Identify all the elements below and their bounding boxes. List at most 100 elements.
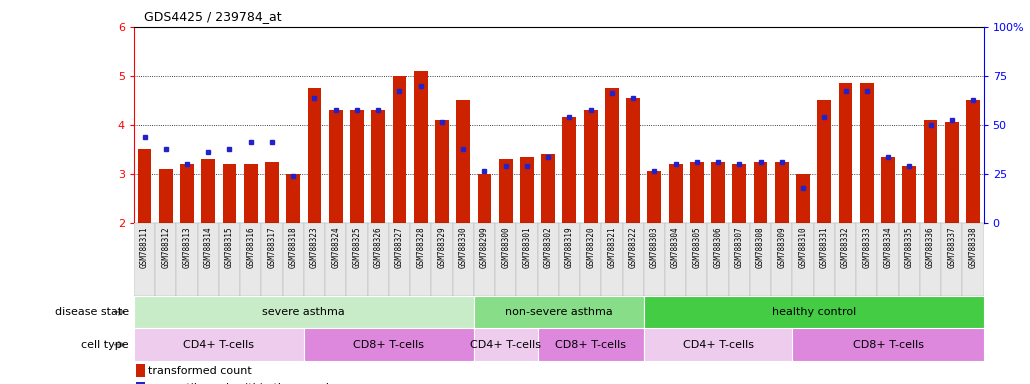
Text: GSM788309: GSM788309: [778, 227, 786, 268]
Text: GSM788335: GSM788335: [904, 227, 914, 268]
Bar: [218, 223, 240, 296]
Text: GSM788299: GSM788299: [480, 227, 489, 268]
Bar: [325, 223, 346, 296]
Text: GSM788320: GSM788320: [586, 227, 595, 268]
Bar: [180, 164, 194, 223]
Text: GSM788306: GSM788306: [714, 227, 723, 268]
Bar: [389, 223, 410, 296]
Text: GSM788304: GSM788304: [672, 227, 680, 268]
Bar: [136, 382, 144, 384]
Bar: [368, 223, 388, 296]
Bar: [478, 174, 491, 223]
Text: GSM788329: GSM788329: [438, 227, 446, 268]
Bar: [729, 223, 750, 296]
Bar: [134, 223, 156, 296]
Text: healthy control: healthy control: [771, 307, 856, 317]
Bar: [818, 100, 831, 223]
Bar: [644, 223, 665, 296]
Bar: [198, 223, 218, 296]
Bar: [792, 328, 984, 361]
Bar: [605, 88, 619, 223]
Bar: [392, 76, 407, 223]
Text: GSM788310: GSM788310: [798, 227, 808, 268]
Text: non-severe asthma: non-severe asthma: [505, 307, 613, 317]
Bar: [835, 223, 856, 296]
Bar: [665, 223, 686, 296]
Bar: [732, 164, 747, 223]
Bar: [648, 171, 661, 223]
Text: GSM788312: GSM788312: [162, 227, 170, 268]
Bar: [584, 110, 597, 223]
Bar: [134, 328, 304, 361]
Bar: [286, 174, 300, 223]
Bar: [136, 364, 144, 376]
Bar: [860, 83, 873, 223]
Text: GSM788315: GSM788315: [225, 227, 234, 268]
Bar: [452, 223, 474, 296]
Text: GSM788334: GSM788334: [884, 227, 893, 268]
Bar: [538, 223, 558, 296]
Text: severe asthma: severe asthma: [263, 307, 345, 317]
Text: GSM788308: GSM788308: [756, 227, 765, 268]
Bar: [541, 154, 555, 223]
Bar: [945, 122, 959, 223]
Text: GSM788314: GSM788314: [204, 227, 213, 268]
Bar: [902, 166, 917, 223]
Text: GSM788300: GSM788300: [502, 227, 510, 268]
Bar: [562, 118, 577, 223]
Text: GSM788328: GSM788328: [416, 227, 425, 268]
Text: GSM788333: GSM788333: [862, 227, 871, 268]
Bar: [686, 223, 708, 296]
Text: GSM788338: GSM788338: [968, 227, 977, 268]
Text: CD8+ T-cells: CD8+ T-cells: [853, 339, 924, 350]
Text: GSM788303: GSM788303: [650, 227, 659, 268]
Bar: [711, 162, 725, 223]
Text: CD8+ T-cells: CD8+ T-cells: [353, 339, 424, 350]
Bar: [495, 223, 516, 296]
Bar: [966, 100, 980, 223]
Bar: [134, 296, 474, 328]
Text: GSM788317: GSM788317: [268, 227, 276, 268]
Bar: [350, 110, 364, 223]
Bar: [329, 110, 343, 223]
Text: percentile rank within the sample: percentile rank within the sample: [148, 383, 336, 384]
Bar: [962, 223, 984, 296]
Text: CD4+ T-cells: CD4+ T-cells: [683, 339, 754, 350]
Bar: [838, 83, 853, 223]
Bar: [240, 223, 262, 296]
Text: GSM788325: GSM788325: [352, 227, 362, 268]
Text: GSM788307: GSM788307: [734, 227, 744, 268]
Bar: [265, 162, 279, 223]
Text: GSM788311: GSM788311: [140, 227, 149, 268]
Bar: [644, 296, 984, 328]
Bar: [898, 223, 920, 296]
Text: GDS4425 / 239784_at: GDS4425 / 239784_at: [144, 10, 282, 23]
Bar: [814, 223, 835, 296]
Bar: [881, 157, 895, 223]
Text: GSM788324: GSM788324: [332, 227, 340, 268]
Text: transformed count: transformed count: [148, 366, 252, 376]
Bar: [304, 328, 474, 361]
Bar: [410, 223, 432, 296]
Bar: [282, 223, 304, 296]
Bar: [924, 120, 937, 223]
Bar: [792, 223, 814, 296]
Text: GSM788331: GSM788331: [820, 227, 829, 268]
Text: GSM788319: GSM788319: [564, 227, 574, 268]
Bar: [244, 164, 258, 223]
Text: CD4+ T-cells: CD4+ T-cells: [470, 339, 541, 350]
Text: GSM788330: GSM788330: [458, 227, 468, 268]
Bar: [474, 328, 538, 361]
Bar: [474, 296, 644, 328]
Text: GSM788327: GSM788327: [394, 227, 404, 268]
Text: GSM788305: GSM788305: [692, 227, 701, 268]
Text: GSM788323: GSM788323: [310, 227, 319, 268]
Bar: [644, 328, 792, 361]
Bar: [346, 223, 368, 296]
Text: GSM788318: GSM788318: [288, 227, 298, 268]
Bar: [690, 162, 703, 223]
Bar: [499, 159, 513, 223]
Bar: [941, 223, 962, 296]
Bar: [538, 328, 644, 361]
Bar: [626, 98, 640, 223]
